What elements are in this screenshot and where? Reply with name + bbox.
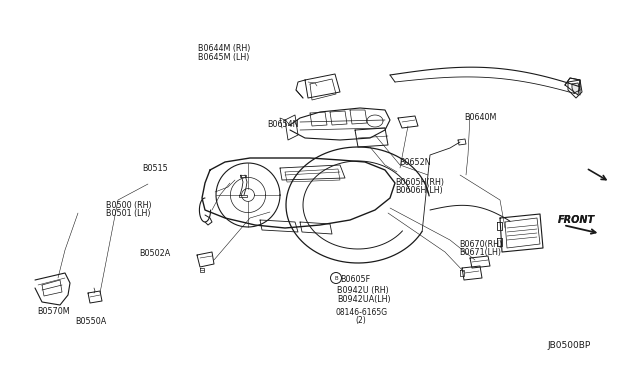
- Text: B0605H(RH): B0605H(RH): [396, 178, 445, 187]
- Text: 08146-6165G: 08146-6165G: [336, 308, 388, 317]
- Text: B0640M: B0640M: [465, 113, 497, 122]
- Text: B0652N: B0652N: [399, 158, 431, 167]
- Text: B0500 (RH): B0500 (RH): [106, 201, 151, 210]
- Text: B0605F: B0605F: [340, 275, 371, 283]
- Text: FRONT: FRONT: [558, 215, 595, 225]
- Text: B0942U (RH): B0942U (RH): [337, 286, 389, 295]
- Text: B0942UA(LH): B0942UA(LH): [337, 295, 391, 304]
- Text: JB0500BP: JB0500BP: [548, 341, 591, 350]
- Text: B0671(LH): B0671(LH): [460, 248, 502, 257]
- Text: B0654N: B0654N: [268, 120, 299, 129]
- Text: B0502A: B0502A: [140, 249, 171, 258]
- Text: B0570M: B0570M: [37, 307, 70, 316]
- Text: B0515: B0515: [142, 164, 168, 173]
- Text: B0670(RH): B0670(RH): [460, 240, 502, 249]
- Polygon shape: [572, 83, 580, 93]
- Text: (2): (2): [356, 316, 367, 325]
- Text: FRONT: FRONT: [558, 215, 595, 225]
- Text: B0550A: B0550A: [76, 317, 107, 326]
- Text: B: B: [334, 276, 338, 280]
- Text: B0645M (LH): B0645M (LH): [198, 53, 250, 62]
- Text: B0501 (LH): B0501 (LH): [106, 209, 150, 218]
- Text: B0606H(LH): B0606H(LH): [396, 186, 444, 195]
- Text: B0644M (RH): B0644M (RH): [198, 44, 251, 53]
